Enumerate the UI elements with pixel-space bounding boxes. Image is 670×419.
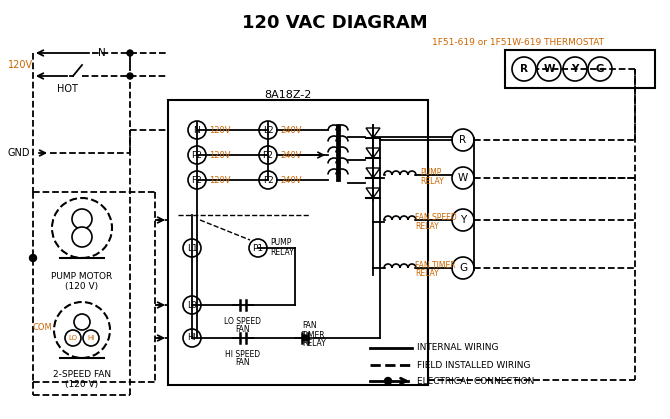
Text: P2: P2	[192, 150, 202, 160]
Text: N: N	[98, 48, 106, 58]
Text: 2-SPEED FAN: 2-SPEED FAN	[53, 370, 111, 379]
Circle shape	[74, 314, 90, 330]
Text: FAN: FAN	[236, 358, 251, 367]
Circle shape	[183, 239, 201, 257]
Text: P2: P2	[263, 150, 273, 160]
Text: G: G	[596, 64, 604, 74]
Text: RELAY: RELAY	[415, 269, 439, 279]
Text: R: R	[460, 135, 466, 145]
Text: (120 V): (120 V)	[66, 380, 98, 389]
Text: (120 V): (120 V)	[66, 282, 98, 291]
Circle shape	[188, 121, 206, 139]
Circle shape	[452, 129, 474, 151]
Text: LO SPEED: LO SPEED	[224, 317, 261, 326]
Text: L1: L1	[187, 243, 198, 253]
Text: HOT: HOT	[56, 84, 78, 94]
Circle shape	[29, 254, 36, 261]
Text: W: W	[543, 64, 555, 74]
Circle shape	[127, 73, 133, 79]
Text: COM: COM	[32, 323, 52, 333]
Text: 8A18Z-2: 8A18Z-2	[264, 90, 312, 100]
Text: RELAY: RELAY	[415, 222, 439, 230]
Text: G: G	[459, 263, 467, 273]
Circle shape	[249, 239, 267, 257]
Bar	[505, 50, 655, 88]
Text: W: W	[458, 173, 468, 183]
Text: 120V: 120V	[8, 60, 33, 70]
Text: FIELD INSTALLED WIRING: FIELD INSTALLED WIRING	[417, 360, 531, 370]
Circle shape	[127, 50, 133, 56]
Text: F2: F2	[263, 176, 273, 184]
Circle shape	[452, 167, 474, 189]
Circle shape	[54, 302, 110, 358]
Text: PUMP: PUMP	[270, 238, 291, 246]
Circle shape	[65, 330, 81, 346]
Bar	[168, 100, 428, 385]
Text: L0: L0	[187, 300, 197, 310]
Circle shape	[302, 335, 308, 341]
Text: L2: L2	[263, 126, 273, 134]
Polygon shape	[366, 148, 380, 158]
Circle shape	[188, 146, 206, 164]
Text: RELAY: RELAY	[302, 339, 326, 349]
Text: HI SPEED: HI SPEED	[225, 350, 261, 359]
Text: 120V: 120V	[209, 150, 230, 160]
Text: FAN: FAN	[236, 325, 251, 334]
Text: 240V: 240V	[280, 150, 302, 160]
Text: 120V: 120V	[209, 126, 230, 134]
Text: 240V: 240V	[280, 176, 302, 184]
Text: Y: Y	[460, 215, 466, 225]
Text: RELAY: RELAY	[420, 176, 444, 186]
Text: RELAY: RELAY	[270, 248, 293, 256]
Text: INTERNAL WIRING: INTERNAL WIRING	[417, 344, 498, 352]
Text: PUMP: PUMP	[420, 168, 442, 176]
Text: PUMP MOTOR: PUMP MOTOR	[52, 272, 113, 281]
Polygon shape	[366, 188, 380, 198]
Text: FAN TIMER: FAN TIMER	[415, 261, 456, 269]
Text: ELECTRICAL CONNECTION: ELECTRICAL CONNECTION	[417, 377, 535, 385]
Text: LO: LO	[68, 335, 78, 341]
Text: TIMER: TIMER	[302, 331, 326, 339]
Text: FAN: FAN	[302, 321, 317, 331]
Text: GND: GND	[8, 148, 31, 158]
Text: HI: HI	[87, 335, 94, 341]
Circle shape	[83, 330, 99, 346]
Text: N: N	[194, 126, 200, 134]
Text: 120V: 120V	[209, 176, 230, 184]
Circle shape	[537, 57, 561, 81]
Text: 1F51-619 or 1F51W-619 THERMOSTAT: 1F51-619 or 1F51W-619 THERMOSTAT	[432, 37, 604, 47]
Circle shape	[588, 57, 612, 81]
Circle shape	[385, 378, 391, 385]
Text: F2: F2	[192, 176, 202, 184]
Polygon shape	[366, 128, 380, 138]
Text: Y: Y	[572, 64, 579, 74]
Circle shape	[563, 57, 587, 81]
Text: 240V: 240V	[280, 126, 302, 134]
Circle shape	[188, 171, 206, 189]
Circle shape	[72, 227, 92, 247]
Circle shape	[452, 209, 474, 231]
Circle shape	[183, 296, 201, 314]
Text: P1: P1	[253, 243, 263, 253]
Circle shape	[512, 57, 536, 81]
Circle shape	[52, 198, 112, 258]
Polygon shape	[366, 168, 380, 178]
Circle shape	[452, 257, 474, 279]
Circle shape	[259, 171, 277, 189]
Text: FAN SPEED: FAN SPEED	[415, 212, 457, 222]
Text: HI: HI	[188, 334, 196, 342]
Circle shape	[183, 329, 201, 347]
Circle shape	[72, 209, 92, 229]
Text: 120 VAC DIAGRAM: 120 VAC DIAGRAM	[242, 14, 428, 32]
Text: R: R	[520, 64, 528, 74]
Circle shape	[259, 121, 277, 139]
Circle shape	[259, 146, 277, 164]
